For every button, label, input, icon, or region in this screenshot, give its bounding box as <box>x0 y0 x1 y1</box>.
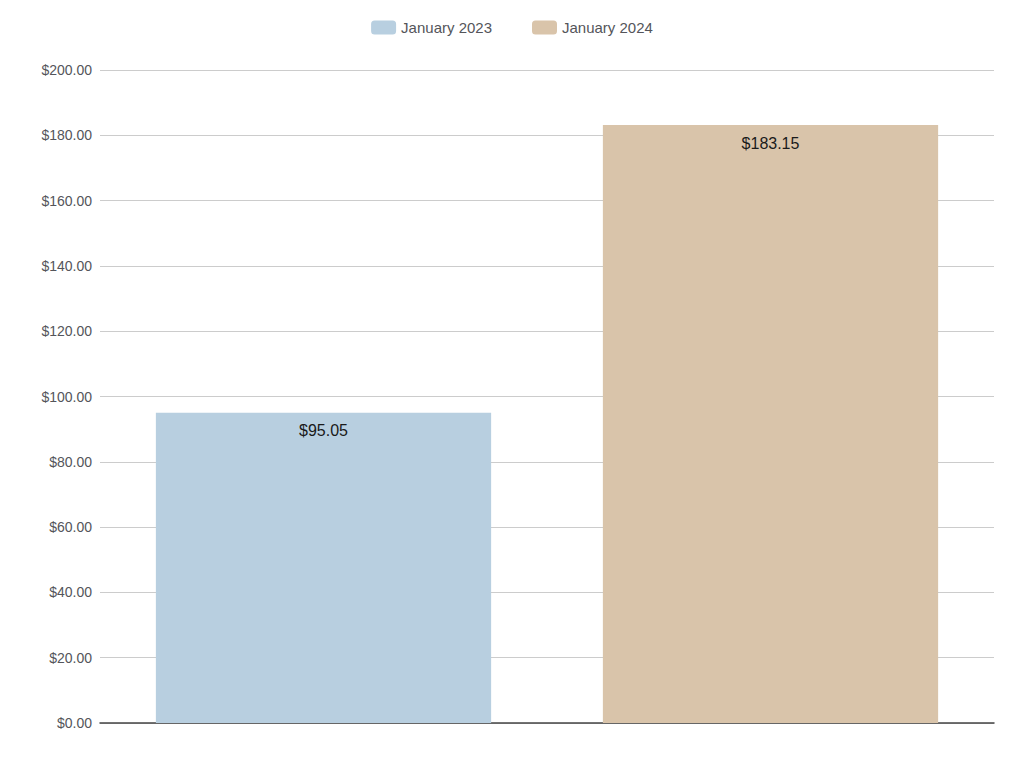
svg-text:$120.00: $120.00 <box>41 323 92 339</box>
svg-text:$180.00: $180.00 <box>41 127 92 143</box>
svg-text:$100.00: $100.00 <box>41 389 92 405</box>
svg-text:$80.00: $80.00 <box>49 454 92 470</box>
svg-text:$0.00: $0.00 <box>57 715 92 731</box>
svg-text:$40.00: $40.00 <box>49 584 92 600</box>
svg-text:January 2023: January 2023 <box>401 19 492 36</box>
svg-text:$200.00: $200.00 <box>41 62 92 78</box>
svg-text:January 2024: January 2024 <box>562 19 653 36</box>
svg-text:$183.15: $183.15 <box>742 135 800 152</box>
svg-text:$160.00: $160.00 <box>41 193 92 209</box>
svg-text:$95.05: $95.05 <box>299 422 348 439</box>
svg-text:$20.00: $20.00 <box>49 650 92 666</box>
svg-text:$60.00: $60.00 <box>49 519 92 535</box>
svg-text:$140.00: $140.00 <box>41 258 92 274</box>
